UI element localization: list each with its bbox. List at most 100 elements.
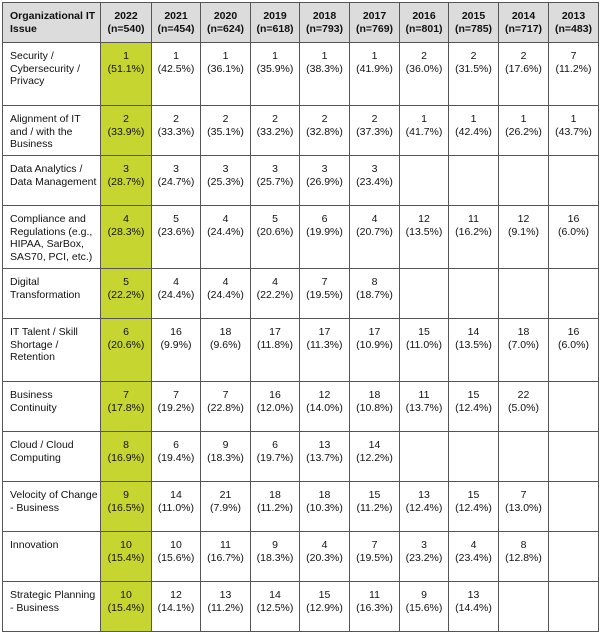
rank-value: 18 [517, 326, 530, 338]
rank-value: 3 [421, 539, 427, 551]
rank-cell: 11 (16.7%) [200, 531, 251, 582]
percent-value: (18.3%) [256, 551, 294, 564]
year-label: 2020 [213, 10, 238, 22]
rank-cell: 22 (5.0%) [498, 381, 549, 432]
issue-label: Innovation [2, 531, 101, 582]
rank-value: 9 [123, 489, 129, 501]
percent-value: (11.0%) [406, 338, 442, 351]
percent-value: (14.0%) [306, 401, 343, 414]
percent-value: (41.9%) [356, 62, 393, 75]
rank-value: 2 [371, 113, 378, 125]
percent-value: (10.9%) [356, 338, 393, 351]
table-row: Data Analytics / Data Management 3 (28.7%)… [2, 155, 599, 206]
issue-label: Velocity of Change - Business [2, 481, 101, 532]
rank-cell: 13 (11.2%) [200, 581, 251, 632]
rank-value: 1 [421, 113, 427, 125]
percent-value: (28.7%) [107, 175, 145, 188]
rank-value: 3 [222, 163, 229, 175]
sample-size-label: (n=793) [305, 23, 344, 35]
percent-value: (25.7%) [256, 175, 294, 188]
rank-cell: 3 (23.2%) [399, 531, 449, 582]
year-label: 2022 [114, 10, 138, 22]
rank-cell [548, 381, 599, 432]
rank-cell: 14 (11.0%) [151, 481, 201, 532]
percent-value: (23.6%) [157, 225, 195, 238]
rank-value: 7 [520, 489, 527, 501]
rank-value: 10 [170, 539, 182, 551]
percent-value: (9.1%) [508, 225, 539, 238]
sample-size-label: (n=785) [454, 23, 493, 35]
percent-value: (11.0%) [158, 501, 194, 514]
percent-value: (17.6%) [505, 62, 542, 75]
rank-cell: 7 (13.0%) [498, 481, 549, 532]
percent-value: (35.9%) [256, 62, 294, 75]
rank-value: 2 [272, 113, 278, 125]
percent-value: (7.9%) [210, 501, 241, 514]
rank-cell: 7 (11.2%) [548, 42, 599, 106]
rank-value: 5 [173, 213, 179, 225]
issue-label: Cloud / Cloud Computing [2, 431, 101, 482]
rank-value: 11 [220, 539, 231, 551]
rank-cell: 12 (9.1%) [498, 205, 549, 269]
rank-cell: 1 (42.5%) [151, 42, 201, 106]
year-label: 2021 [164, 10, 188, 22]
rank-value: 1 [222, 50, 229, 62]
percent-value: (51.1%) [107, 62, 145, 75]
percent-value: (32.8%) [306, 125, 343, 138]
percent-value: (41.7%) [405, 125, 443, 138]
rank-value: 7 [570, 50, 577, 62]
rank-value: 9 [272, 539, 278, 551]
percent-value: (12.8%) [505, 551, 542, 564]
rank-cell: 6 (19.9%) [299, 205, 350, 269]
rank-cell [498, 155, 549, 206]
rank-value: 22 [517, 389, 530, 401]
highlighted-rank-cell: 3 (28.7%) [100, 155, 152, 206]
percent-value: (26.2%) [505, 125, 542, 138]
rank-value: 21 [219, 489, 232, 501]
rank-cell: 1 (35.9%) [250, 42, 300, 106]
year-column-header: 2020 (n=624) [200, 2, 251, 43]
table-row: Digital Transformation 5 (22.2%) 4 (24.4%) 4(… [2, 268, 599, 319]
rank-cell: 1 (43.7%) [548, 105, 599, 156]
issue-label: Data Analytics / Data Management [2, 155, 101, 206]
rank-value: 9 [222, 439, 229, 451]
rank-cell: 9 (15.6%) [399, 581, 449, 632]
rank-cell: 6 (19.4%) [151, 431, 201, 482]
rank-cell [498, 268, 549, 319]
issue-label: Security / Cybersecurity / Privacy [2, 42, 101, 106]
rank-cell: 4 (22.2%) [250, 268, 300, 319]
rank-cell: 13 (12.4%) [399, 481, 449, 532]
percent-value: (11.3%) [306, 338, 343, 351]
table-row: Cloud / Cloud Computing 8 (16.9%) 6 (19.4%) 9… [2, 431, 599, 482]
rank-cell: 17 (10.9%) [349, 318, 400, 382]
rank-cell: 15 (12.9%) [299, 581, 350, 632]
percent-value: (14.4%) [455, 601, 492, 614]
rank-cell: 3 (24.7%) [151, 155, 201, 206]
rank-value: 15 [418, 326, 430, 338]
rank-cell: 2 (37.3%) [349, 105, 400, 156]
percent-value: (24.4%) [207, 288, 244, 301]
rank-value: 12 [418, 213, 430, 225]
rank-cell: 3 (25.3%) [200, 155, 251, 206]
percent-value: (17.8%) [107, 401, 145, 414]
rank-value: 9 [421, 589, 427, 601]
rank-cell: 8 (18.7%) [349, 268, 400, 319]
rank-cell: 13 (14.4%) [448, 581, 499, 632]
percent-value: (10.3%) [306, 501, 343, 514]
table-row: Business Continuity 7 (17.8%) 7 (19.2%) 7 (22.… [2, 381, 599, 432]
percent-value: (38.3%) [306, 62, 343, 75]
percent-value: (16.3%) [356, 601, 393, 614]
rank-value: 2 [421, 50, 427, 62]
percent-value: (13.7%) [306, 451, 343, 464]
rank-cell: 3 (23.4%) [349, 155, 400, 206]
percent-value: (23.4%) [455, 551, 492, 564]
percent-value: (23.4%) [356, 175, 393, 188]
rank-value: 14 [269, 589, 281, 601]
percent-value: (5.0%) [508, 401, 539, 414]
issue-label: Digital Transformation [2, 268, 101, 319]
rank-value: 12 [170, 589, 182, 601]
table-body: Security / Cybersecurity / Privacy 1 (51.1… [2, 42, 599, 632]
rank-cell: 2 (36.0%) [399, 42, 449, 106]
percent-value: (42.4%) [455, 125, 492, 138]
